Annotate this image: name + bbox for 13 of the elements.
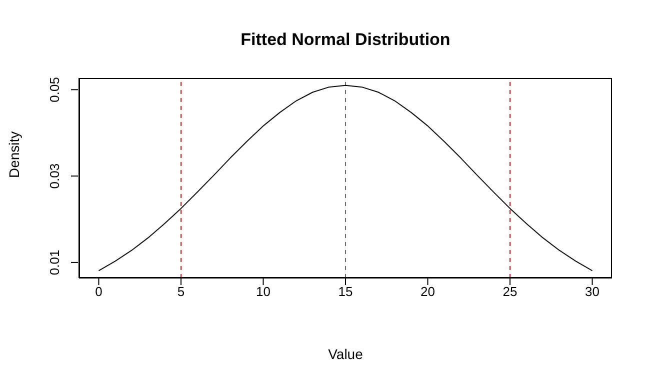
x-tick-label: 25: [502, 284, 518, 300]
y-tick-label: 0.01: [47, 250, 62, 276]
y-tick-label: 0.03: [47, 163, 62, 189]
y-axis-title: Density: [6, 131, 22, 178]
y-tick-label: 0.05: [47, 77, 62, 102]
x-tick-label: 5: [177, 284, 185, 300]
x-tick-label: 20: [420, 284, 435, 300]
chart-title: Fitted Normal Distribution: [240, 30, 452, 50]
x-axis-title: Value: [328, 346, 364, 362]
x-tick-label: 30: [585, 284, 600, 300]
x-tick-label: 15: [338, 284, 353, 300]
x-tick-label: 0: [95, 284, 102, 300]
x-tick-label: 10: [256, 284, 270, 300]
